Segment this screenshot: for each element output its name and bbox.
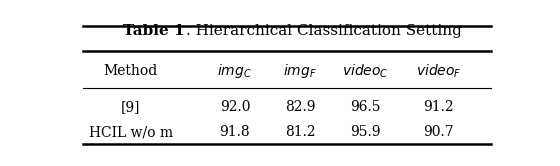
Text: HCIL w/o m: HCIL w/o m: [88, 125, 173, 139]
Text: 90.7: 90.7: [423, 125, 454, 139]
Text: 91.8: 91.8: [220, 125, 250, 139]
Text: Method: Method: [104, 64, 158, 78]
Text: [9]: [9]: [121, 100, 141, 114]
Text: 95.9: 95.9: [350, 125, 380, 139]
Text: 96.5: 96.5: [350, 100, 380, 114]
Text: $\mathit{video}_{C}$: $\mathit{video}_{C}$: [342, 62, 389, 80]
Text: Table 1: Table 1: [123, 24, 185, 38]
Text: 91.2: 91.2: [423, 100, 454, 114]
Text: $\mathit{img}_{F}$: $\mathit{img}_{F}$: [283, 62, 317, 80]
Text: 92.0: 92.0: [220, 100, 250, 114]
Text: 82.9: 82.9: [285, 100, 315, 114]
Text: $\mathit{img}_{C}$: $\mathit{img}_{C}$: [217, 62, 253, 80]
Text: $\mathit{video}_{F}$: $\mathit{video}_{F}$: [416, 62, 461, 80]
Text: 81.2: 81.2: [284, 125, 315, 139]
Text: . Hierarchical Classification Setting: . Hierarchical Classification Setting: [186, 24, 462, 38]
